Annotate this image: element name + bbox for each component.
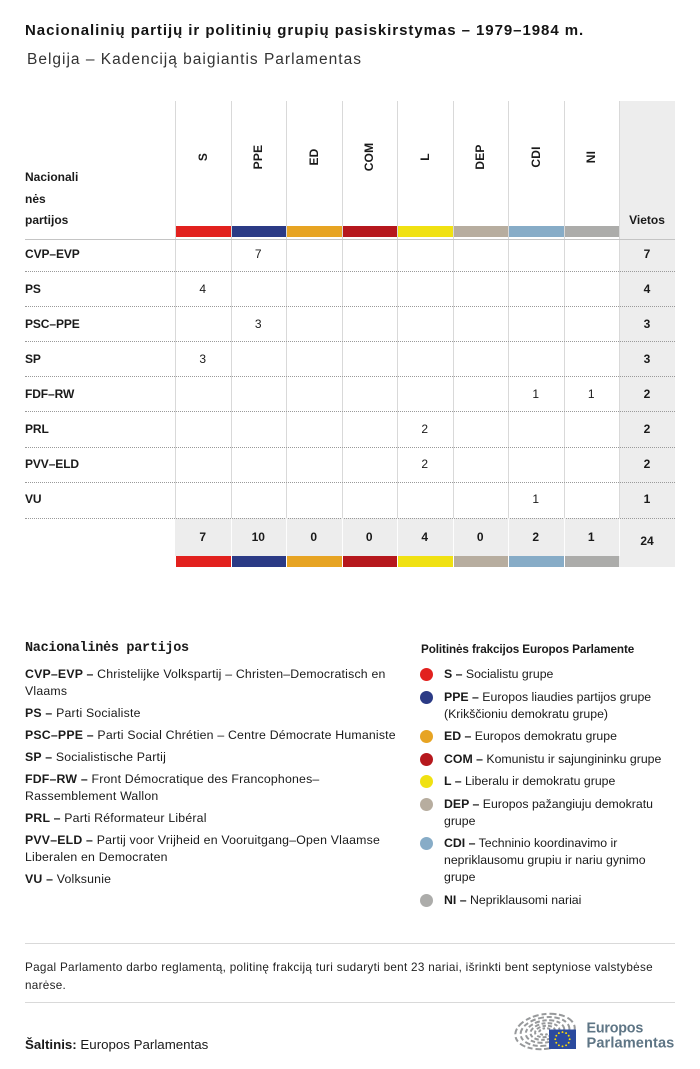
svg-text:Europos: Europos bbox=[587, 1021, 644, 1037]
svg-text:Parlamentas: Parlamentas bbox=[587, 1036, 675, 1052]
